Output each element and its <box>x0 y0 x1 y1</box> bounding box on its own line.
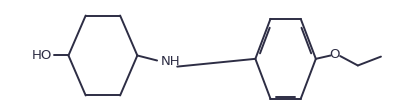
Text: HO: HO <box>31 49 52 62</box>
Text: NH: NH <box>160 55 180 68</box>
Text: O: O <box>329 48 340 61</box>
